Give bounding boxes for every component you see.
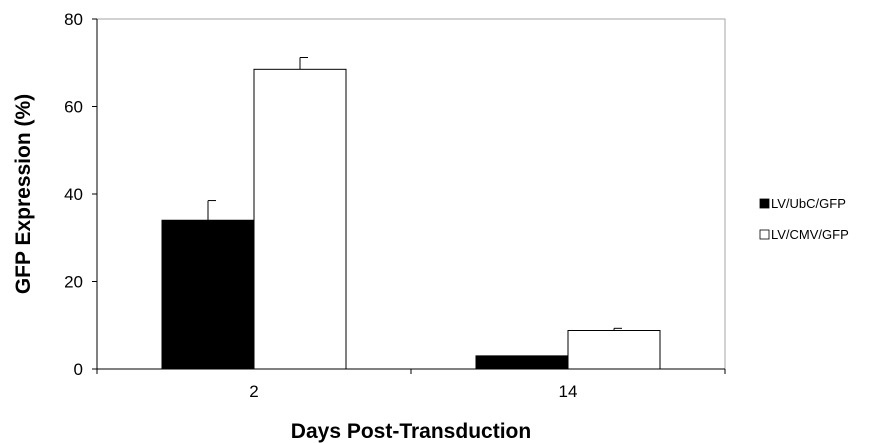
y-tick-label: 60 (64, 98, 83, 117)
y-tick-label: 40 (64, 185, 83, 204)
legend-label-lv-cmv-gfp: LV/CMV/GFP (771, 227, 849, 242)
y-axis-title: GFP Expression (%) (12, 94, 35, 294)
bar-lv-ubc-gfp-day-2 (161, 219, 255, 370)
legend-label-lv-ubc-gfp: LV/UbC/GFP (771, 196, 846, 211)
legend-swatch-lv-ubc-gfp (759, 198, 770, 209)
y-axis-ticks: 0 20 40 60 80 (64, 10, 97, 379)
y-tick-label: 0 (74, 360, 83, 379)
error-bars-group (207, 57, 622, 331)
bar-lv-cmv-gfp-day-14 (567, 330, 661, 370)
bar-lv-cmv-gfp-day-2 (253, 68, 347, 370)
bars-group (161, 68, 661, 370)
bar-lv-ubc-gfp-day-14 (475, 355, 569, 370)
x-axis-title: Days Post-Transduction (291, 420, 531, 443)
legend-swatch-lv-cmv-gfp (759, 229, 770, 240)
y-tick-label: 20 (64, 273, 83, 292)
x-tick-label: 14 (559, 382, 578, 401)
y-tick-label: 80 (64, 10, 83, 29)
legend: LV/UbC/GFP LV/CMV/GFP (759, 196, 849, 242)
x-axis-ticks: 2 14 (96, 369, 726, 401)
x-tick-label: 2 (249, 382, 258, 401)
